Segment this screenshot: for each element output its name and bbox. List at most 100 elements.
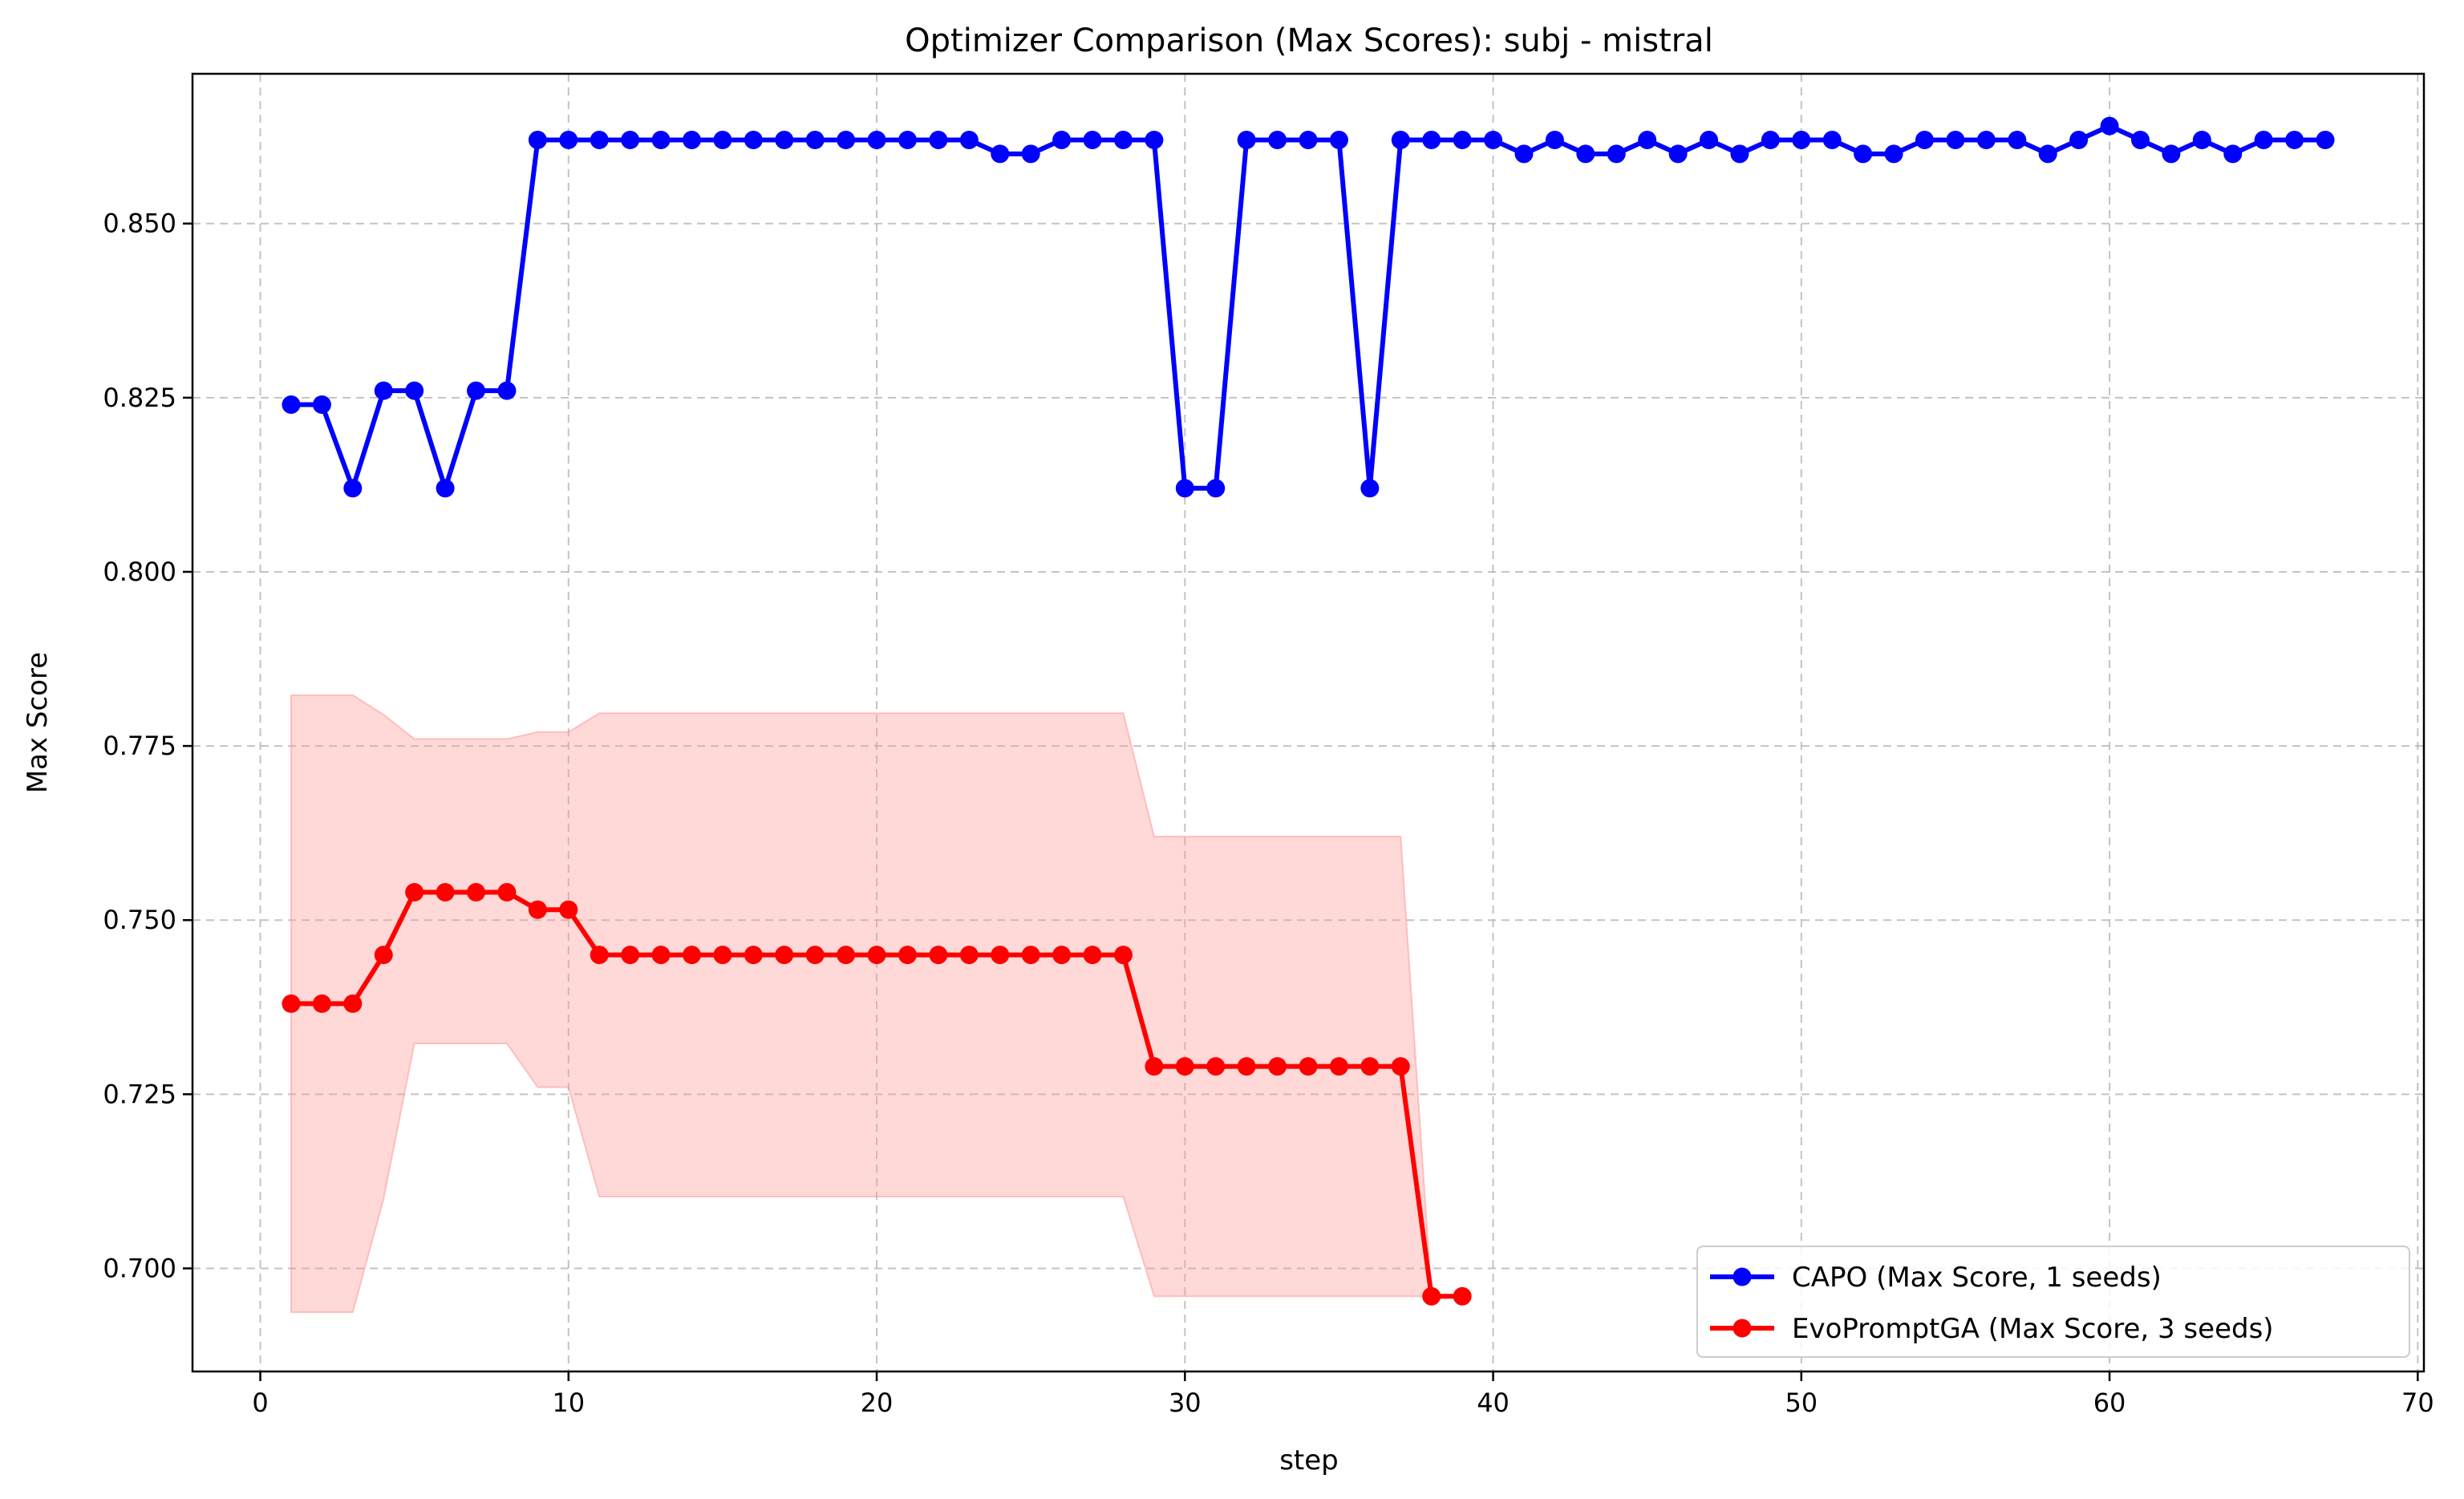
data-point <box>1083 946 1102 965</box>
data-point <box>775 946 794 965</box>
data-point <box>1453 131 1472 150</box>
data-point <box>2223 144 2243 164</box>
legend-box <box>1696 1246 2410 1358</box>
data-point <box>374 381 393 400</box>
data-point <box>1237 131 1256 150</box>
data-point <box>1545 131 1564 150</box>
data-point <box>436 882 455 901</box>
data-point <box>775 131 794 150</box>
data-point <box>898 131 917 150</box>
x-tick-label: 0 <box>252 1388 268 1418</box>
data-point <box>1360 479 1380 498</box>
y-tick-label: 0.750 <box>103 905 176 935</box>
x-tick-label: 50 <box>1785 1388 1818 1418</box>
x-tick-label: 20 <box>861 1388 894 1418</box>
data-point <box>1422 1286 1441 1306</box>
data-point <box>1113 946 1133 965</box>
data-point <box>1915 131 1935 150</box>
data-point <box>682 131 701 150</box>
data-point <box>2069 131 2089 150</box>
data-point <box>2038 144 2057 164</box>
data-point <box>497 882 517 901</box>
data-point <box>837 131 856 150</box>
data-point <box>1453 1286 1472 1306</box>
x-axis-label: step <box>1279 1444 1339 1477</box>
data-point <box>1700 131 1719 150</box>
data-point <box>467 882 486 901</box>
data-point <box>1145 131 1164 150</box>
data-point <box>959 131 979 150</box>
data-point <box>1360 1057 1380 1076</box>
data-point <box>1299 1057 1318 1076</box>
y-tick-label: 0.700 <box>103 1253 176 1283</box>
data-point <box>713 946 732 965</box>
data-point <box>1884 144 1903 164</box>
data-point <box>528 131 547 150</box>
data-point <box>2285 131 2304 150</box>
data-point <box>837 946 856 965</box>
data-point <box>436 479 455 498</box>
data-point <box>1329 1057 1348 1076</box>
y-axis-label: Max Score <box>22 652 54 793</box>
legend: CAPO (Max Score, 1 seeds) EvoPromptGA (Ma… <box>1696 1246 2410 1358</box>
data-point <box>405 381 424 400</box>
x-tick-label: 70 <box>2401 1388 2434 1418</box>
data-point <box>2192 131 2211 150</box>
data-point <box>467 381 486 400</box>
data-point <box>1175 1057 1194 1076</box>
data-point <box>1113 131 1133 150</box>
y-tick-label: 0.825 <box>103 383 176 413</box>
data-point <box>1175 479 1194 498</box>
data-point <box>1268 131 1287 150</box>
data-point <box>991 946 1010 965</box>
series <box>282 116 2335 1306</box>
data-point <box>1052 946 1072 965</box>
data-point <box>559 131 578 150</box>
data-point <box>1021 144 1040 164</box>
plot-frame <box>191 72 2426 1373</box>
data-point <box>374 946 393 965</box>
data-point <box>682 946 701 965</box>
legend-entry: CAPO (Max Score, 1 seeds) <box>1792 1262 2162 1294</box>
data-point <box>2162 144 2181 164</box>
data-point <box>1206 1057 1226 1076</box>
data-point <box>1576 144 1595 164</box>
data-point <box>1329 131 1348 150</box>
data-point <box>1607 144 1626 164</box>
legend-entry: EvoPromptGA (Max Score, 3 seeds) <box>1792 1313 2274 1345</box>
data-point <box>312 395 331 415</box>
legend-swatch-marker <box>1732 1319 1752 1338</box>
data-point <box>1514 144 1534 164</box>
data-point <box>1730 144 1749 164</box>
data-point <box>621 131 640 150</box>
data-point <box>343 994 363 1013</box>
y-tick-label: 0.775 <box>103 731 176 761</box>
x-tick-label: 10 <box>552 1388 585 1418</box>
data-point <box>744 946 763 965</box>
data-point <box>1976 131 1996 150</box>
data-point <box>1083 131 1102 150</box>
data-point <box>1761 131 1780 150</box>
y-tick-label: 0.725 <box>103 1079 176 1109</box>
data-point <box>744 131 763 150</box>
y-tick-label: 0.850 <box>103 209 176 239</box>
series-group <box>282 116 2335 498</box>
data-point <box>1237 1057 1256 1076</box>
data-point <box>1638 131 1657 150</box>
data-point <box>929 131 948 150</box>
x-axis-ticks: 0 10 20 30 40 50 60 70 <box>252 1371 2434 1418</box>
legend-swatch-marker <box>1732 1267 1752 1286</box>
data-point <box>898 946 917 965</box>
data-point <box>528 900 547 919</box>
data-point <box>1422 131 1441 150</box>
data-point <box>2100 116 2119 136</box>
data-point <box>2130 131 2150 150</box>
y-tick-label: 0.800 <box>103 557 176 587</box>
data-point <box>1668 144 1688 164</box>
data-point <box>282 994 301 1013</box>
data-point <box>590 131 609 150</box>
data-point <box>2254 131 2273 150</box>
data-point <box>1792 131 1811 150</box>
data-point <box>1052 131 1072 150</box>
